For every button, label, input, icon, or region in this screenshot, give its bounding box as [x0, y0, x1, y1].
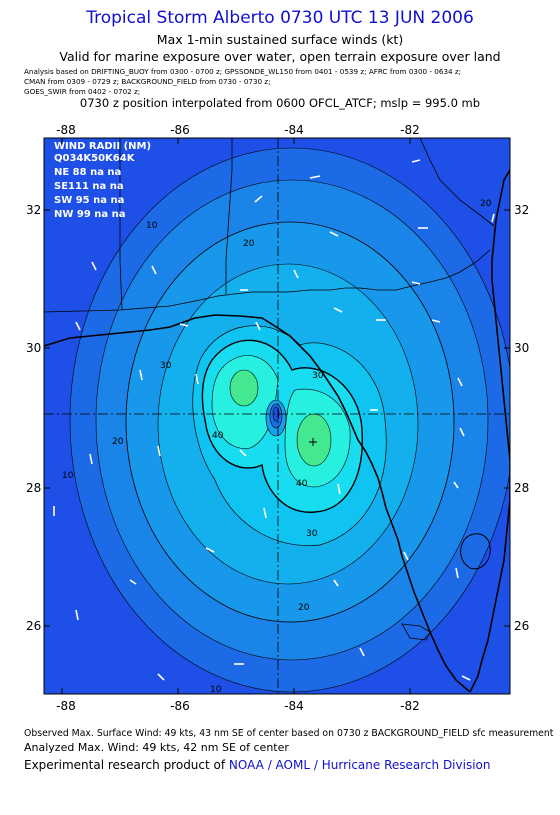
- storm-center-marker: [309, 438, 317, 446]
- subtitle-winds: Max 1-min sustained surface winds (kt): [156, 32, 404, 47]
- coastline-gulf: [44, 314, 471, 693]
- lon-label-top: -82: [400, 123, 420, 137]
- wind-marker: [293, 269, 299, 279]
- observed-max-wind: Observed Max. Surface Wind: 49 kts, 43 n…: [24, 728, 554, 739]
- wind-marker: [157, 445, 161, 457]
- lat-label-left: 30: [26, 341, 41, 355]
- credit-line: Experimental research product of NOAA / …: [24, 758, 490, 772]
- wind-radii-row: SW 95 na na: [54, 195, 124, 206]
- wind-marker: [403, 551, 409, 561]
- analysis-sources-line-1: Analysis based on DRIFTING_BUOY from 030…: [24, 67, 462, 76]
- wind-marker: [337, 483, 341, 495]
- lon-label-top: -88: [56, 123, 76, 137]
- wind-marker: [453, 481, 459, 489]
- wind-marker: [411, 159, 421, 163]
- wind-marker: [491, 213, 495, 223]
- wind-marker: [431, 319, 441, 323]
- wind-marker: [455, 567, 459, 579]
- wind-marker: [255, 321, 261, 331]
- lon-label-top: -86: [170, 123, 190, 137]
- contour-label: 40: [296, 479, 308, 489]
- lat-label-right: 32: [514, 203, 529, 217]
- contour-label: 10: [62, 471, 74, 481]
- analyzed-max-wind: Analyzed Max. Wind: 49 kts, 42 nm SE of …: [24, 741, 289, 754]
- position-line: 0730 z position interpolated from 0600 O…: [79, 96, 481, 110]
- analysis-sources-line-3: GOES_SWIR from 0402 - 0702 z;: [24, 87, 141, 96]
- lon-label-bottom: -86: [170, 699, 190, 713]
- contour-label: 20: [112, 437, 124, 447]
- lat-label-left: 26: [26, 619, 41, 633]
- wind-marker: [75, 609, 79, 621]
- lat-label-left: 28: [26, 481, 41, 495]
- wind-marker: [457, 377, 463, 387]
- contour-label: 30: [312, 371, 324, 381]
- wind-marker: [195, 373, 199, 385]
- bay-outline: [401, 623, 431, 641]
- lon-label-bottom: -82: [400, 699, 420, 713]
- wind-marker: [263, 507, 267, 519]
- wind-marker: [254, 195, 263, 203]
- organization-link[interactable]: NOAA / AOML / Hurricane Research Divisio…: [228, 758, 491, 772]
- page-title: Tropical Storm Alberto 0730 UTC 13 JUN 2…: [86, 8, 474, 28]
- contour-label: 20: [480, 199, 492, 209]
- state-border-ms-al: [119, 138, 123, 311]
- wind-marker: [411, 281, 421, 285]
- contour-label: 10: [210, 685, 222, 695]
- contour-label: 20: [298, 603, 310, 613]
- lat-label-right: 30: [514, 341, 529, 355]
- wind-marker: [139, 369, 143, 381]
- analysis-sources-line-2: CMAN from 0309 - 0729 z; BACKGROUND_FIEL…: [24, 77, 271, 86]
- lat-label-right: 26: [514, 619, 529, 633]
- state-border-south: [44, 249, 491, 313]
- subtitle-exposure: Valid for marine exposure over water, op…: [59, 49, 501, 64]
- contour-label: 10: [146, 221, 158, 231]
- lon-label-top: -84: [284, 123, 304, 137]
- wind-marker: [329, 231, 339, 237]
- wind-marker: [359, 647, 365, 657]
- map-frame: [43, 137, 511, 695]
- wind-radii-header: Q034K50K64K: [54, 153, 136, 164]
- contour-label: 20: [243, 239, 255, 249]
- wind-radii-table: WIND RADII (NM) Q034K50K64K NE 88 na na …: [54, 141, 151, 220]
- coastline-atlantic: [469, 169, 510, 693]
- wind-marker: [179, 323, 189, 327]
- wind-marker: [157, 673, 165, 681]
- wind-observation-markers: [53, 159, 495, 681]
- wind-marker: [129, 579, 137, 585]
- wind-marker: [461, 675, 471, 681]
- axis-ticks: [44, 138, 510, 694]
- wind-radii-title: WIND RADII (NM): [54, 141, 151, 152]
- wind-radii-row: SE111 na na: [54, 181, 124, 192]
- core-east: [296, 413, 332, 467]
- wind-radii-row: NW 99 na na: [54, 209, 126, 220]
- wind-marker: [333, 307, 343, 313]
- wind-marker: [459, 427, 465, 437]
- wind-marker: [89, 453, 93, 465]
- lake-okeechobee: [460, 533, 491, 570]
- wind-marker: [309, 175, 321, 179]
- wind-radii-row: NE 88 na na: [54, 167, 121, 178]
- contour-label: 40: [212, 431, 224, 441]
- lon-label-bottom: -88: [56, 699, 76, 713]
- lat-label-right: 28: [514, 481, 529, 495]
- state-border-ga-sc: [419, 138, 495, 227]
- lat-label-left: 32: [26, 203, 41, 217]
- wind-marker: [239, 449, 247, 457]
- credit-prefix: Experimental research product of: [24, 758, 229, 772]
- wind-marker: [151, 265, 157, 275]
- wind-marker: [91, 261, 97, 271]
- core-west: [229, 369, 259, 407]
- wind-marker: [205, 547, 215, 553]
- state-border-al-ga: [225, 138, 233, 294]
- contour-label: 30: [306, 529, 318, 539]
- lon-label-bottom: -84: [284, 699, 304, 713]
- wind-marker: [75, 321, 81, 331]
- contour-label: 30: [160, 361, 172, 371]
- wind-field: 10 20 30 40 20 30 40 20 30 10 20 10: [44, 138, 510, 695]
- wind-marker: [333, 579, 339, 587]
